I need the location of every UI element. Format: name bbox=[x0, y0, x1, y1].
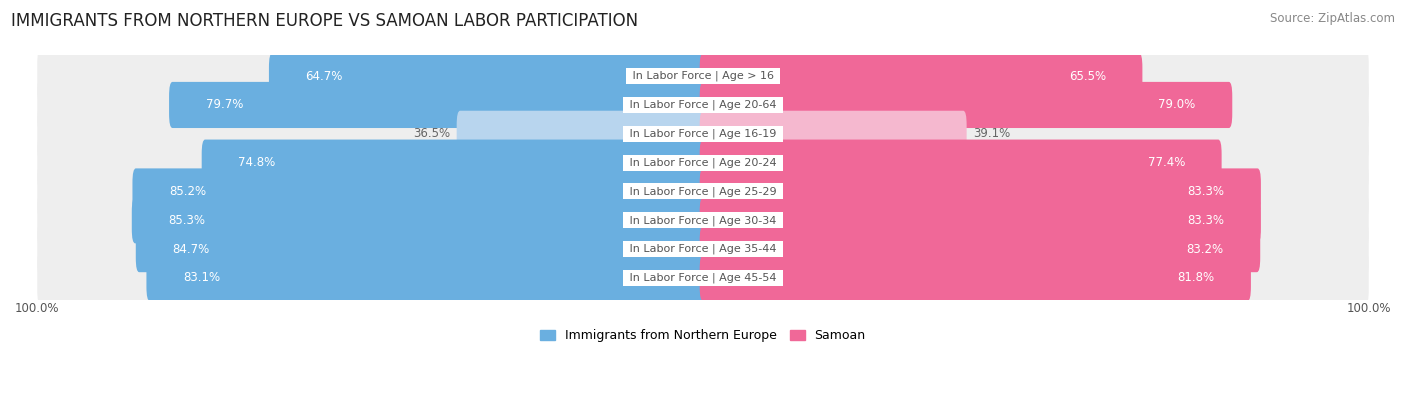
FancyBboxPatch shape bbox=[37, 223, 1369, 276]
Text: In Labor Force | Age 16-19: In Labor Force | Age 16-19 bbox=[626, 128, 780, 139]
Text: 79.0%: 79.0% bbox=[1159, 98, 1195, 111]
Text: 84.7%: 84.7% bbox=[173, 243, 209, 256]
Text: IMMIGRANTS FROM NORTHERN EUROPE VS SAMOAN LABOR PARTICIPATION: IMMIGRANTS FROM NORTHERN EUROPE VS SAMOA… bbox=[11, 12, 638, 30]
FancyBboxPatch shape bbox=[37, 79, 1369, 132]
Text: In Labor Force | Age 20-24: In Labor Force | Age 20-24 bbox=[626, 157, 780, 168]
Text: Source: ZipAtlas.com: Source: ZipAtlas.com bbox=[1270, 12, 1395, 25]
FancyBboxPatch shape bbox=[136, 226, 706, 272]
Legend: Immigrants from Northern Europe, Samoan: Immigrants from Northern Europe, Samoan bbox=[536, 324, 870, 347]
Text: 81.8%: 81.8% bbox=[1177, 271, 1215, 284]
FancyBboxPatch shape bbox=[700, 255, 1251, 301]
Text: 83.2%: 83.2% bbox=[1187, 243, 1223, 256]
Text: 64.7%: 64.7% bbox=[305, 70, 343, 83]
Text: In Labor Force | Age 30-34: In Labor Force | Age 30-34 bbox=[626, 215, 780, 226]
FancyBboxPatch shape bbox=[700, 111, 967, 157]
Text: 65.5%: 65.5% bbox=[1069, 70, 1105, 83]
FancyBboxPatch shape bbox=[132, 168, 706, 214]
Text: In Labor Force | Age > 16: In Labor Force | Age > 16 bbox=[628, 71, 778, 81]
FancyBboxPatch shape bbox=[146, 255, 706, 301]
FancyBboxPatch shape bbox=[37, 136, 1369, 189]
Text: 79.7%: 79.7% bbox=[205, 98, 243, 111]
Text: 85.2%: 85.2% bbox=[169, 185, 207, 198]
FancyBboxPatch shape bbox=[132, 197, 706, 243]
FancyBboxPatch shape bbox=[700, 82, 1232, 128]
FancyBboxPatch shape bbox=[700, 226, 1260, 272]
Text: 83.3%: 83.3% bbox=[1187, 214, 1225, 227]
Text: 74.8%: 74.8% bbox=[238, 156, 276, 169]
FancyBboxPatch shape bbox=[700, 53, 1143, 99]
FancyBboxPatch shape bbox=[457, 111, 706, 157]
Text: 36.5%: 36.5% bbox=[413, 127, 450, 140]
FancyBboxPatch shape bbox=[700, 139, 1222, 186]
FancyBboxPatch shape bbox=[269, 53, 706, 99]
Text: 83.1%: 83.1% bbox=[183, 271, 221, 284]
Text: In Labor Force | Age 45-54: In Labor Force | Age 45-54 bbox=[626, 273, 780, 283]
Text: 83.3%: 83.3% bbox=[1187, 185, 1225, 198]
Text: In Labor Force | Age 25-29: In Labor Force | Age 25-29 bbox=[626, 186, 780, 197]
Text: 77.4%: 77.4% bbox=[1147, 156, 1185, 169]
FancyBboxPatch shape bbox=[37, 107, 1369, 160]
Text: In Labor Force | Age 20-64: In Labor Force | Age 20-64 bbox=[626, 100, 780, 110]
FancyBboxPatch shape bbox=[37, 194, 1369, 247]
Text: 39.1%: 39.1% bbox=[973, 127, 1011, 140]
FancyBboxPatch shape bbox=[37, 165, 1369, 218]
FancyBboxPatch shape bbox=[37, 252, 1369, 305]
Text: 85.3%: 85.3% bbox=[169, 214, 205, 227]
FancyBboxPatch shape bbox=[169, 82, 706, 128]
FancyBboxPatch shape bbox=[201, 139, 706, 186]
FancyBboxPatch shape bbox=[700, 197, 1261, 243]
Text: In Labor Force | Age 35-44: In Labor Force | Age 35-44 bbox=[626, 244, 780, 254]
FancyBboxPatch shape bbox=[700, 168, 1261, 214]
FancyBboxPatch shape bbox=[37, 50, 1369, 103]
